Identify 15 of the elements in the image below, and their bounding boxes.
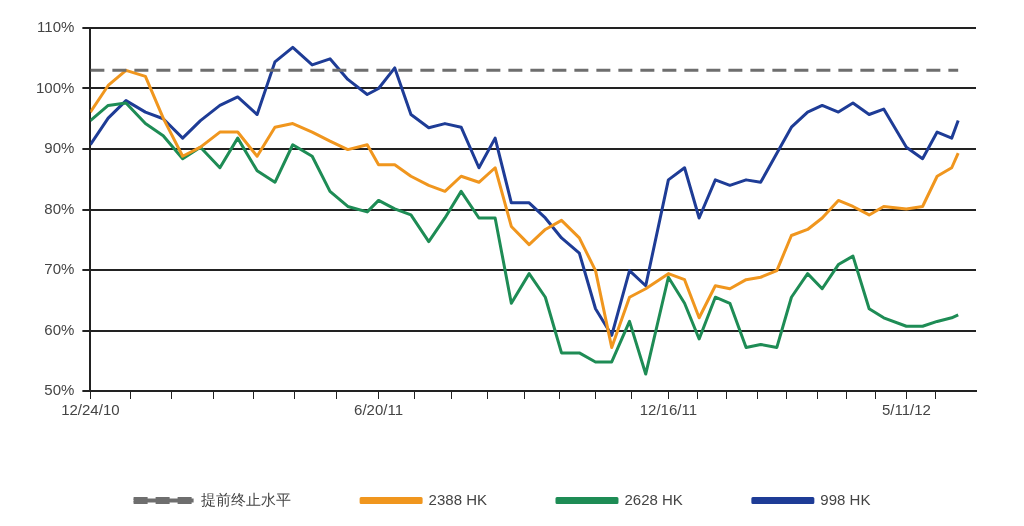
legend-label: 998 HK bbox=[820, 490, 871, 508]
y-tick-label: 100% bbox=[35, 78, 75, 96]
y-tick-label: 50% bbox=[44, 381, 75, 399]
y-tick-label: 90% bbox=[44, 139, 75, 157]
y-tick-label: 60% bbox=[44, 320, 75, 338]
x-tick-label: 5/11/12 bbox=[881, 401, 931, 419]
x-tick-label: 6/20/11 bbox=[354, 401, 404, 419]
legend-label: 2628 HK bbox=[624, 490, 683, 508]
x-tick-label: 12/16/11 bbox=[639, 401, 698, 419]
y-tick-label: 80% bbox=[44, 199, 75, 217]
y-tick-label: 110% bbox=[37, 18, 75, 36]
y-tick-label: 70% bbox=[44, 260, 75, 278]
x-tick-label: 12/24/10 bbox=[61, 401, 120, 419]
legend-label: 2388 HK bbox=[428, 490, 487, 508]
legend-label: 提前终止水平 bbox=[201, 490, 292, 508]
